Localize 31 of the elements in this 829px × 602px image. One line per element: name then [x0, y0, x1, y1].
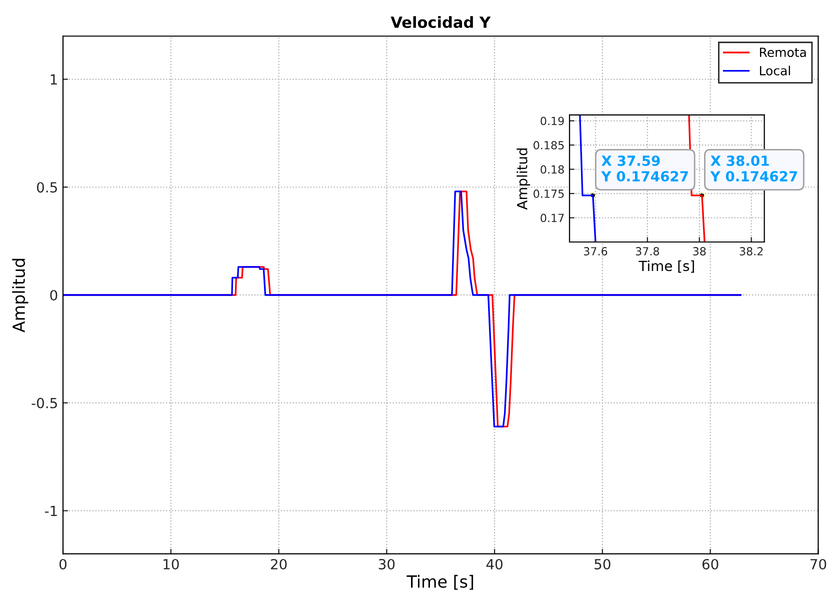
y-tick-label: 0: [50, 290, 58, 300]
x-tick-label: 10: [164, 558, 179, 570]
x-tick-label: 0: [60, 558, 66, 570]
x-tick-label: 37.6: [584, 247, 608, 256]
x-tick-label: 40: [486, 558, 502, 570]
x-tick-label: 37.8: [636, 247, 660, 256]
annotation: X 38.01 Y 0.174627: [710, 155, 798, 182]
y-tick-label: -1: [44, 506, 57, 516]
legend-label: Local: [760, 66, 790, 76]
x-axis-title: Time [s]: [638, 260, 694, 273]
annotation: X 37.59 Y 0.174627: [601, 155, 688, 182]
y-tick-label: 0.5: [36, 182, 57, 193]
y-tick-label: 0.17: [540, 214, 564, 222]
x-tick-label: 38: [693, 247, 706, 256]
x-tick-label: 38.2: [740, 247, 763, 256]
x-tick-label: 70: [810, 558, 826, 570]
chart-title: Velocidad Y: [390, 16, 491, 28]
y-tick-label: -0.5: [32, 398, 57, 408]
x-tick-label: 60: [702, 558, 718, 570]
legend-label: Remota: [760, 48, 806, 58]
y-axis-title: Amplitud: [516, 148, 530, 210]
y-tick-label: 0.19: [540, 116, 564, 126]
x-tick-label: 20: [270, 558, 287, 570]
y-tick-label: 0.18: [540, 165, 564, 174]
y-axis-title: Amplitud: [12, 258, 28, 332]
x-tick-label: 30: [378, 558, 395, 570]
y-tick-label: 0.185: [534, 141, 564, 150]
y-tick-label: 0.175: [534, 189, 564, 198]
x-tick-label: 50: [594, 558, 610, 570]
x-axis-title: Time [s]: [406, 574, 474, 590]
y-tick-label: 1: [50, 74, 57, 85]
